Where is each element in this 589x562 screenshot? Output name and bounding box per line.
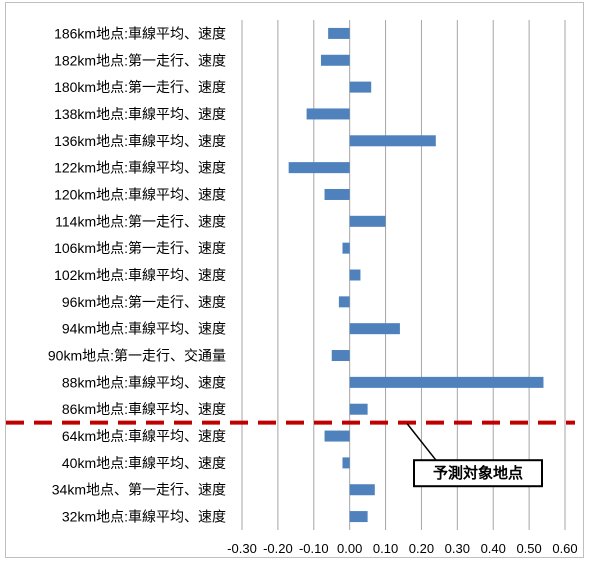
category-label: 64km地点:車線平均、速度 bbox=[62, 428, 226, 444]
x-tick-label: 0.00 bbox=[337, 541, 362, 556]
annotation: 予測対象地点 bbox=[6, 420, 575, 488]
bar bbox=[349, 215, 386, 227]
category-labels: 186km地点:車線平均、速度 182km地点:第一走行、速度 180km地点:第一… bbox=[48, 25, 226, 524]
category-label: 90km地点:第一走行、交通量 bbox=[48, 348, 226, 364]
category-label: 182km地点:第一走行、速度 bbox=[54, 52, 226, 68]
category-label: 122km地点:車線平均、速度 bbox=[54, 160, 226, 176]
gridlines bbox=[241, 20, 566, 530]
x-tick-label: -0.10 bbox=[299, 541, 329, 556]
category-label: 88km地点:車線平均、速度 bbox=[62, 374, 226, 390]
callout-leader-line bbox=[406, 423, 437, 461]
bar bbox=[342, 457, 350, 469]
category-label: 114km地点:第一走行、速度 bbox=[55, 213, 226, 229]
x-tick-label: 0.40 bbox=[481, 541, 506, 556]
x-tick-label: -0.20 bbox=[263, 541, 293, 556]
x-tick-label: 0.50 bbox=[516, 541, 541, 556]
bar bbox=[349, 403, 368, 415]
bar bbox=[349, 376, 544, 388]
bar bbox=[288, 162, 350, 174]
bar bbox=[331, 350, 350, 362]
category-label: 120km地点:車線平均、速度 bbox=[54, 186, 226, 202]
bar bbox=[306, 108, 350, 120]
callout-text: 予測対象地点 bbox=[433, 464, 523, 482]
x-tick-label: 0.10 bbox=[373, 541, 398, 556]
bar bbox=[328, 27, 350, 39]
category-label: 106km地点:第一走行、速度 bbox=[54, 240, 226, 256]
bar bbox=[338, 296, 350, 308]
x-tick-label: 0.60 bbox=[552, 541, 577, 556]
bar bbox=[349, 484, 375, 496]
x-tick-label: 0.20 bbox=[409, 541, 434, 556]
bar bbox=[320, 54, 350, 66]
bar bbox=[324, 430, 350, 442]
category-label: 86km地点:車線平均、速度 bbox=[62, 401, 226, 417]
category-label: 40km地点:車線平均、速度 bbox=[62, 455, 226, 471]
category-label: 186km地点:車線平均、速度 bbox=[54, 25, 226, 41]
category-label: 94km地点:車線平均、速度 bbox=[62, 321, 226, 337]
bar bbox=[342, 242, 350, 254]
bar bbox=[349, 511, 368, 523]
bar bbox=[349, 269, 361, 281]
x-tick-label: 0.30 bbox=[445, 541, 470, 556]
category-label: 102km地点:車線平均、速度 bbox=[54, 267, 226, 283]
x-tick-labels: -0.30 -0.20 -0.10 0.00 0.10 0.20 0.30 0.40 0.50 0… bbox=[227, 541, 577, 556]
callout-box bbox=[413, 459, 543, 488]
bar bbox=[324, 188, 350, 200]
bar bbox=[349, 135, 436, 147]
x-tick-label: -0.30 bbox=[227, 541, 257, 556]
category-label: 32km地点:車線平均、速度 bbox=[62, 509, 226, 525]
category-label: 34km地点、第一走行、速度 bbox=[52, 482, 226, 498]
category-label: 180km地点:第一走行、速度 bbox=[54, 79, 226, 95]
bar bbox=[349, 323, 400, 335]
bar bbox=[349, 81, 372, 93]
category-label: 138km地点:車線平均、速度 bbox=[54, 106, 226, 122]
bars bbox=[288, 27, 544, 523]
category-label: 96km地点:第一走行、速度 bbox=[62, 294, 226, 310]
category-label: 136km地点:車線平均、速度 bbox=[54, 133, 226, 149]
